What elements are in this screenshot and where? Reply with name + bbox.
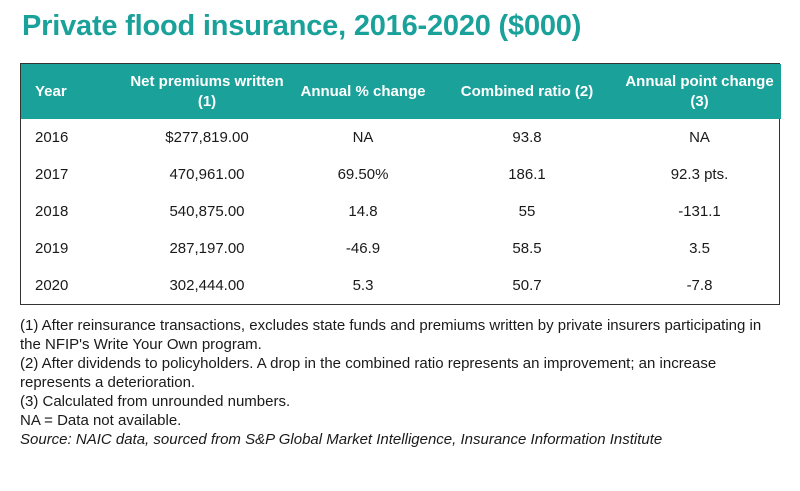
footnote-3: (3) Calculated from unrounded numbers. (20, 393, 291, 410)
cell-year: 2018 (35, 203, 69, 220)
cell-combined-ratio: 58.5 (512, 240, 542, 257)
cell-net-premiums: 287,197.00 (169, 240, 245, 257)
table-row: 2020 302,444.00 5.3 50.7 -7.8 (21, 267, 781, 304)
source-line: Source: NAIC data, sourced from S&P Glob… (20, 431, 663, 448)
cell-combined-ratio: 186.1 (508, 166, 546, 183)
table-row: 2017 470,961.00 69.50% 186.1 92.3 pts. (21, 156, 781, 193)
table-row: 2019 287,197.00 -46.9 58.5 3.5 (21, 230, 781, 267)
cell-annual-pct-change: 5.3 (352, 277, 374, 294)
cell-annual-pct-change: 14.8 (348, 203, 378, 220)
cell-annual-pct-change: NA (352, 129, 374, 146)
cell-annual-point-change: 3.5 (689, 240, 710, 257)
table-header-row: Year Net premiums written (1) Annual % c… (21, 64, 781, 119)
cell-net-premiums: 540,875.00 (169, 203, 245, 220)
column-header-net-premiums: Net premiums written (1) (130, 72, 284, 110)
cell-net-premiums: 470,961.00 (169, 166, 245, 183)
cell-annual-point-change: NA (689, 129, 710, 146)
column-header-annual-pct-change: Annual % change (300, 82, 426, 100)
cell-combined-ratio: 93.8 (512, 129, 542, 146)
cell-annual-point-change: -131.1 (678, 203, 721, 220)
cell-annual-point-change: -7.8 (686, 277, 713, 294)
cell-year: 2017 (35, 166, 69, 183)
cell-net-premiums: 302,444.00 (169, 277, 245, 294)
cell-annual-pct-change: -46.9 (345, 240, 381, 257)
footnote-1: (1) After reinsurance transactions, excl… (20, 317, 762, 353)
table-row: 2016 $277,819.00 NA 93.8 NA (21, 119, 781, 156)
page-title: Private flood insurance, 2016-2020 ($000… (22, 10, 582, 42)
cell-year: 2020 (35, 277, 69, 294)
cell-net-premiums: $277,819.00 (165, 129, 249, 146)
data-table-container: Year Net premiums written (1) Annual % c… (20, 63, 781, 305)
cell-annual-point-change: 92.3 pts. (670, 166, 729, 183)
column-header-year: Year (35, 82, 67, 100)
cell-annual-pct-change: 69.50% (337, 166, 389, 183)
column-header-combined-ratio: Combined ratio (2) (460, 82, 594, 100)
footnote-2: (2) After dividends to policyholders. A … (20, 355, 717, 391)
footnotes: (1) After reinsurance transactions, excl… (20, 316, 785, 449)
table-row: 2018 540,875.00 14.8 55 -131.1 (21, 193, 781, 230)
flood-insurance-table: Year Net premiums written (1) Annual % c… (21, 64, 781, 304)
cell-year: 2016 (35, 129, 69, 146)
cell-combined-ratio: 50.7 (512, 277, 542, 294)
footnote-na: NA = Data not available. (20, 412, 182, 429)
cell-year: 2019 (35, 240, 69, 257)
cell-combined-ratio: 55 (518, 203, 536, 220)
column-header-annual-point-change: Annual point change (3) (625, 72, 774, 110)
